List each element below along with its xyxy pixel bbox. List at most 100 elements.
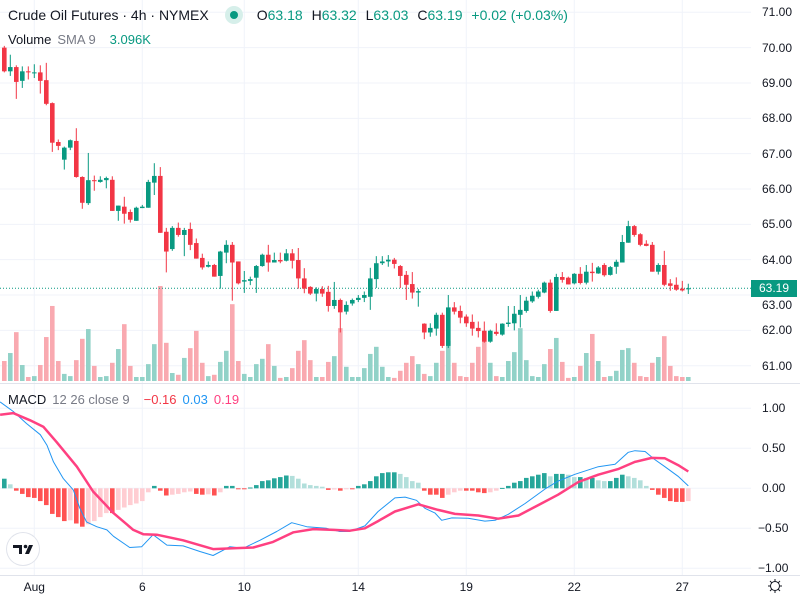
volume-bar — [284, 377, 289, 381]
close-value: 63.19 — [427, 7, 463, 23]
macd-histogram-bar — [548, 476, 553, 489]
macd-histogram-bar — [338, 488, 343, 491]
macd-histogram-bar — [596, 480, 601, 489]
volume-bar — [662, 336, 667, 381]
macd-histogram-bar — [476, 488, 481, 493]
candle-body — [632, 226, 637, 235]
candle-body — [668, 283, 673, 286]
macd-legend[interactable]: MACD 12 26 close 9 −0.16 0.03 0.19 — [8, 392, 239, 407]
macd-line-value: 0.03 — [182, 392, 208, 407]
candle-body — [452, 307, 457, 312]
macd-histogram-bar — [452, 488, 457, 493]
tradingview-logo[interactable] — [7, 533, 39, 565]
volume-bar — [494, 376, 499, 381]
volume-bar — [164, 342, 169, 381]
volume-bar — [614, 370, 619, 381]
macd-histogram-bar — [26, 488, 31, 498]
candle-body — [200, 257, 205, 268]
candle-body — [206, 264, 211, 267]
macd-histogram-bar — [266, 480, 271, 489]
candle-body — [266, 254, 271, 263]
macd-histogram-bar — [86, 488, 91, 525]
volume-bar — [260, 358, 265, 381]
macd-histogram-bar — [356, 485, 361, 489]
volume-bar — [134, 377, 139, 381]
candle-body — [476, 327, 481, 332]
volume-bar — [14, 332, 19, 381]
price-axis-tick: 67.00 — [762, 146, 793, 161]
volume-bar — [140, 377, 145, 381]
volume-indicator-name[interactable]: Volume — [8, 32, 52, 47]
candle-body — [608, 267, 613, 275]
candle-body — [662, 264, 667, 285]
volume-bar — [20, 365, 25, 381]
volume-bar — [440, 350, 445, 381]
volume-bar — [266, 344, 271, 381]
macd-histogram-bar — [170, 488, 175, 495]
macd-indicator-name[interactable]: MACD — [8, 392, 47, 407]
candle-body — [302, 278, 307, 289]
volume-bar — [530, 376, 535, 381]
candle-body — [308, 286, 313, 294]
candle-body — [386, 259, 391, 262]
macd-histogram-bar — [8, 484, 13, 489]
volume-bar — [590, 333, 595, 381]
candle-body — [242, 280, 247, 282]
macd-histogram-bar — [638, 480, 643, 489]
volume-bar — [86, 329, 91, 381]
volume-bar — [584, 353, 589, 381]
volume-bar — [56, 361, 61, 381]
candle-body — [380, 261, 385, 264]
candle-body — [104, 178, 109, 181]
price-axis-tick: 65.00 — [762, 217, 793, 232]
volume-bar — [278, 377, 283, 381]
macd-histogram-bar — [314, 485, 319, 489]
macd-histogram-bar — [32, 488, 37, 498]
macd-histogram-bar — [602, 481, 607, 489]
macd-histogram-bar — [464, 488, 469, 491]
macd-histogram-bar — [68, 488, 73, 521]
volume-bar — [218, 361, 223, 381]
symbol-title[interactable]: Crude Oil Futures · 4h · NYMEX — [8, 7, 209, 23]
candle-body — [110, 179, 115, 211]
candle-body — [2, 47, 7, 72]
volume-bar — [500, 377, 505, 381]
macd-histogram-bar — [332, 488, 337, 490]
macd-histogram-bar — [44, 488, 49, 506]
volume-legend[interactable]: Volume SMA 9 3.096K — [8, 32, 151, 47]
volume-bar — [182, 357, 187, 381]
candle-body — [686, 288, 691, 290]
volume-bar — [176, 374, 181, 381]
macd-histogram-bar — [656, 488, 661, 495]
candle-body — [554, 276, 559, 311]
candle-body — [518, 309, 523, 315]
macd-axis-tick: −0.50 — [758, 521, 789, 536]
candle-body — [44, 80, 49, 104]
candle-body — [320, 289, 325, 294]
candle-body — [416, 291, 421, 293]
volume-bar — [650, 362, 655, 381]
volume-bar — [506, 361, 511, 381]
macd-histogram-bar — [230, 485, 235, 489]
price-axis-tick: 64.00 — [762, 252, 793, 267]
macd-axis-tick: 0.00 — [762, 481, 786, 496]
settings-gear-icon[interactable] — [767, 578, 783, 594]
volume-bar — [326, 361, 331, 381]
macd-histogram-bar — [176, 488, 181, 494]
macd-histogram-bar — [530, 476, 535, 489]
candle-body — [620, 242, 625, 263]
volume-bar — [116, 349, 121, 381]
candle-body — [254, 266, 259, 278]
candle-body — [194, 243, 199, 259]
volume-bar — [638, 376, 643, 381]
macd-histogram-bar — [674, 488, 679, 502]
volume-bar — [68, 376, 73, 381]
volume-bar — [146, 364, 151, 381]
macd-histogram-bar — [92, 488, 97, 522]
symbol-legend[interactable]: Crude Oil Futures · 4h · NYMEX O63.18 H6… — [8, 6, 568, 24]
candle-body — [350, 299, 355, 304]
price-axis-tick: 62.00 — [762, 323, 793, 338]
volume-bar — [272, 365, 277, 381]
volume-bar — [8, 353, 13, 381]
